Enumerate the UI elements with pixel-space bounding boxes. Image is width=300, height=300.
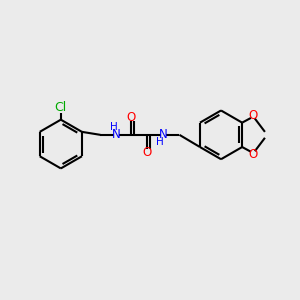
Text: Cl: Cl	[55, 101, 67, 114]
Text: H: H	[110, 122, 117, 132]
Text: O: O	[249, 148, 258, 161]
Text: O: O	[249, 109, 258, 122]
Text: N: N	[159, 128, 167, 141]
Text: H: H	[156, 137, 164, 147]
Text: O: O	[127, 110, 136, 124]
Text: N: N	[112, 128, 121, 141]
Text: O: O	[142, 146, 152, 159]
